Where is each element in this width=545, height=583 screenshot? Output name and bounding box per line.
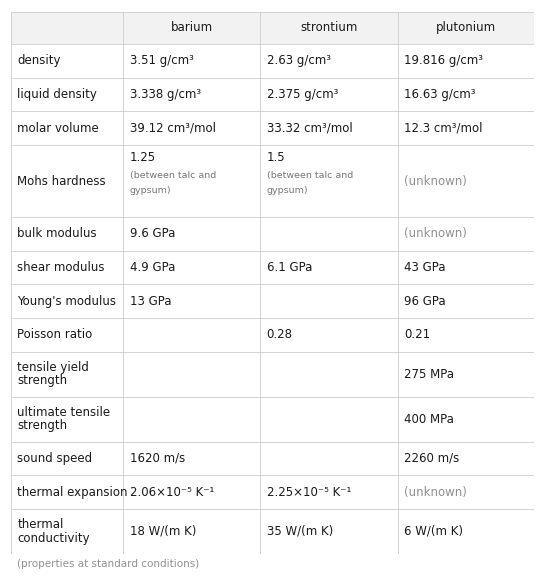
Text: strontium: strontium xyxy=(300,22,358,34)
Text: plutonium: plutonium xyxy=(436,22,496,34)
Text: 2.63 g/cm³: 2.63 g/cm³ xyxy=(267,54,331,68)
Text: Poisson ratio: Poisson ratio xyxy=(17,328,93,342)
Text: strength: strength xyxy=(17,374,67,388)
Text: thermal: thermal xyxy=(17,518,64,531)
Text: (unknown): (unknown) xyxy=(404,486,467,498)
Text: 1620 m/s: 1620 m/s xyxy=(130,452,185,465)
Text: 2260 m/s: 2260 m/s xyxy=(404,452,459,465)
Text: 39.12 cm³/mol: 39.12 cm³/mol xyxy=(130,122,216,135)
Text: 2.06×10⁻⁵ K⁻¹: 2.06×10⁻⁵ K⁻¹ xyxy=(130,486,214,498)
Text: 1.25: 1.25 xyxy=(130,150,156,164)
Text: gypsum): gypsum) xyxy=(130,186,171,195)
Text: 6.1 GPa: 6.1 GPa xyxy=(267,261,312,274)
Text: (between talc and: (between talc and xyxy=(130,171,216,180)
Text: bulk modulus: bulk modulus xyxy=(17,227,97,240)
Text: 9.6 GPa: 9.6 GPa xyxy=(130,227,175,240)
Text: 0.21: 0.21 xyxy=(404,328,430,342)
Text: liquid density: liquid density xyxy=(17,88,97,101)
Text: tensile yield: tensile yield xyxy=(17,361,89,374)
Text: molar volume: molar volume xyxy=(17,122,99,135)
Text: 275 MPa: 275 MPa xyxy=(404,368,454,381)
Text: 12.3 cm³/mol: 12.3 cm³/mol xyxy=(404,122,482,135)
Text: 4.9 GPa: 4.9 GPa xyxy=(130,261,175,274)
Text: ultimate tensile: ultimate tensile xyxy=(17,406,110,419)
Text: density: density xyxy=(17,54,60,68)
Text: 35 W/(m K): 35 W/(m K) xyxy=(267,525,333,538)
Text: thermal expansion: thermal expansion xyxy=(17,486,128,498)
Text: 13 GPa: 13 GPa xyxy=(130,294,171,308)
Text: 3.338 g/cm³: 3.338 g/cm³ xyxy=(130,88,201,101)
Text: 0.28: 0.28 xyxy=(267,328,293,342)
Text: 6 W/(m K): 6 W/(m K) xyxy=(404,525,463,538)
Text: (properties at standard conditions): (properties at standard conditions) xyxy=(17,559,199,569)
Text: 33.32 cm³/mol: 33.32 cm³/mol xyxy=(267,122,353,135)
Text: 19.816 g/cm³: 19.816 g/cm³ xyxy=(404,54,483,68)
Text: 2.375 g/cm³: 2.375 g/cm³ xyxy=(267,88,338,101)
Text: sound speed: sound speed xyxy=(17,452,92,465)
Text: conductivity: conductivity xyxy=(17,532,90,545)
Bar xyxy=(11,12,534,44)
Text: (between talc and: (between talc and xyxy=(267,171,353,180)
Text: barium: barium xyxy=(171,22,213,34)
Text: 16.63 g/cm³: 16.63 g/cm³ xyxy=(404,88,475,101)
Text: 96 GPa: 96 GPa xyxy=(404,294,445,308)
Text: 1.5: 1.5 xyxy=(267,150,286,164)
Text: gypsum): gypsum) xyxy=(267,186,308,195)
Text: Mohs hardness: Mohs hardness xyxy=(17,174,106,188)
Text: 3.51 g/cm³: 3.51 g/cm³ xyxy=(130,54,193,68)
Text: 18 W/(m K): 18 W/(m K) xyxy=(130,525,196,538)
Text: (unknown): (unknown) xyxy=(404,174,467,188)
Text: (unknown): (unknown) xyxy=(404,227,467,240)
Text: Young's modulus: Young's modulus xyxy=(17,294,116,308)
Text: 43 GPa: 43 GPa xyxy=(404,261,445,274)
Text: shear modulus: shear modulus xyxy=(17,261,105,274)
Text: 400 MPa: 400 MPa xyxy=(404,413,453,426)
Text: strength: strength xyxy=(17,419,67,433)
Text: 2.25×10⁻⁵ K⁻¹: 2.25×10⁻⁵ K⁻¹ xyxy=(267,486,351,498)
